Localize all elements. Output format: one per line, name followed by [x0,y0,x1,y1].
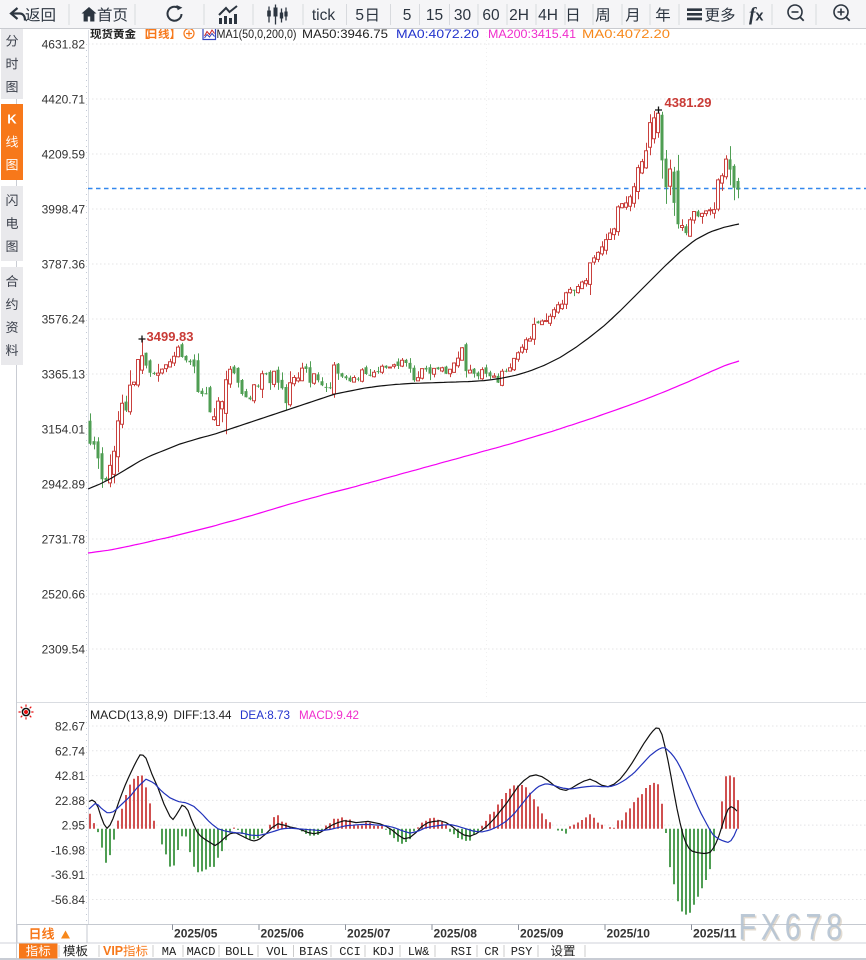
svg-text:PSY: PSY [511,945,533,959]
svg-text:2025/11: 2025/11 [693,927,737,941]
svg-text:4H: 4H [538,7,558,24]
svg-text:MA: MA [162,945,177,959]
svg-text:DIFF:13.44: DIFF:13.44 [174,708,232,722]
svg-text:82.67: 82.67 [55,720,85,734]
svg-text:tick: tick [312,7,336,24]
svg-text:4209.59: 4209.59 [42,148,86,162]
svg-text:3154.01: 3154.01 [42,423,86,437]
svg-text:MA1(50,0,200,0): MA1(50,0,200,0) [217,27,297,41]
svg-text:-36.91: -36.91 [51,868,85,882]
svg-text:LW&: LW& [408,945,430,959]
svg-text:MACD: MACD [187,945,216,959]
svg-text:42.81: 42.81 [55,769,85,783]
svg-text:22.88: 22.88 [55,794,85,808]
svg-text:-56.84: -56.84 [51,893,85,907]
svg-text:3365.13: 3365.13 [42,368,86,382]
svg-text:2731.78: 2731.78 [42,533,86,547]
svg-text:60: 60 [482,7,500,24]
svg-text:CR: CR [484,945,498,959]
svg-text:MA50:3946.75: MA50:3946.75 [302,27,388,41]
svg-text:MA0:4072.20: MA0:4072.20 [396,27,479,41]
svg-text:4631.82: 4631.82 [42,38,86,52]
svg-text:2025/09: 2025/09 [520,927,564,941]
svg-text:FX678: FX678 [739,907,847,948]
svg-text:3576.24: 3576.24 [42,313,86,327]
svg-text:KDJ: KDJ [373,945,395,959]
svg-text:2025/07: 2025/07 [347,927,391,941]
svg-text:2H: 2H [509,7,529,24]
svg-text:fx: fx [749,5,763,26]
svg-text:K: K [7,112,17,127]
svg-text:CCI: CCI [339,945,361,959]
svg-text:2.95: 2.95 [62,819,86,833]
svg-text:MACD:9.42: MACD:9.42 [299,708,359,722]
svg-text:3499.83: 3499.83 [147,329,194,344]
svg-text:BOLL: BOLL [225,945,254,959]
svg-text:VIP: VIP [103,944,123,958]
svg-text:2025/10: 2025/10 [607,927,651,941]
svg-text:62.74: 62.74 [55,744,85,758]
svg-text:3998.47: 3998.47 [42,203,86,217]
svg-text:MA0:4072.20: MA0:4072.20 [582,27,670,41]
svg-text:DEA:8.73: DEA:8.73 [240,708,290,722]
svg-text:MACD(13,8,9): MACD(13,8,9) [90,708,168,722]
svg-text:2309.54: 2309.54 [42,643,86,657]
svg-text:2520.66: 2520.66 [42,588,86,602]
svg-text:5: 5 [403,7,412,24]
svg-text:4420.71: 4420.71 [42,93,86,107]
svg-text:4381.29: 4381.29 [665,95,712,110]
svg-text:VOL: VOL [266,945,288,959]
svg-text:2025/06: 2025/06 [261,927,305,941]
svg-text:2025/05: 2025/05 [174,927,218,941]
svg-text:15: 15 [426,7,443,24]
svg-text:3787.36: 3787.36 [42,258,86,272]
svg-text:5: 5 [355,7,364,24]
svg-text:RSI: RSI [451,945,473,959]
svg-text:2025/08: 2025/08 [434,927,478,941]
svg-text:BIAS: BIAS [299,945,328,959]
svg-text:2942.89: 2942.89 [42,478,86,492]
svg-text:MA200:3415.41: MA200:3415.41 [488,27,576,41]
svg-text:30: 30 [454,7,472,24]
svg-text:-16.98: -16.98 [51,843,85,857]
